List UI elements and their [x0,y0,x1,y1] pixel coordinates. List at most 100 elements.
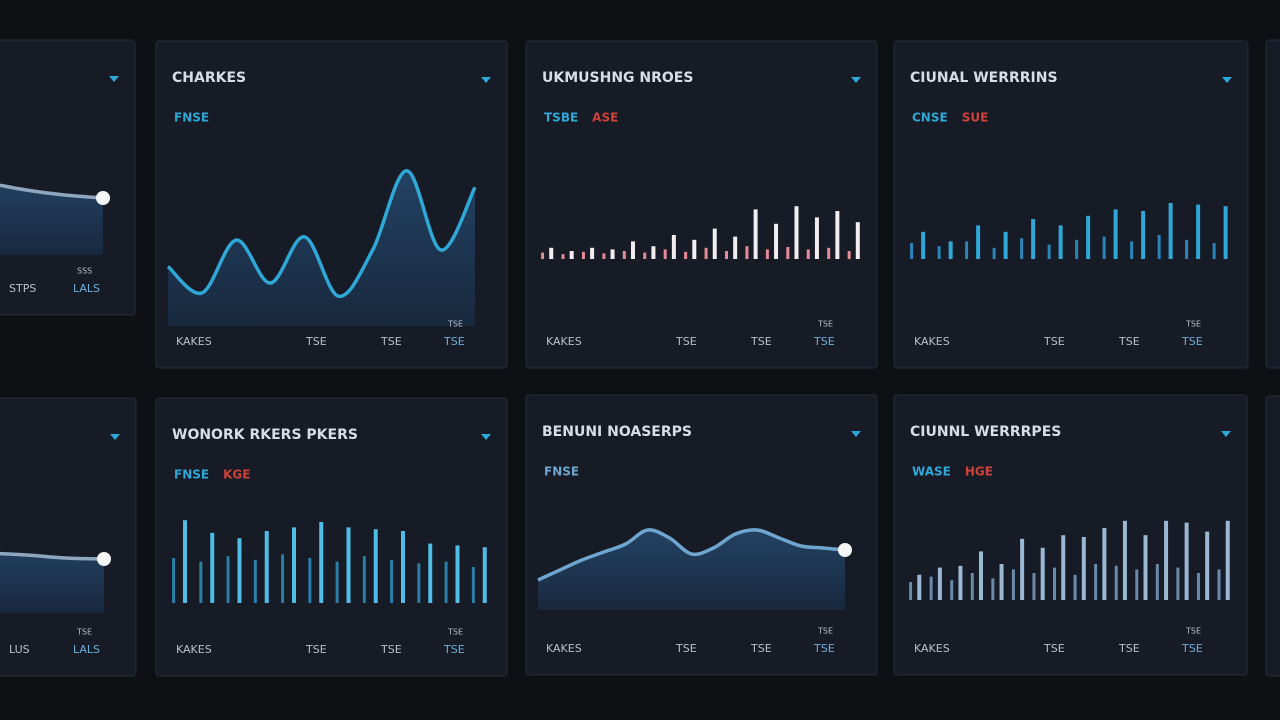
bar [958,565,963,600]
bar [774,223,779,259]
panel [893,40,1249,369]
bar [581,251,585,259]
bar [253,559,257,603]
bar [991,578,995,600]
panel-title: CHARKES [172,70,246,86]
bar [346,527,351,603]
footer-label: KAKES [914,335,950,348]
bar [765,249,769,259]
end-marker [97,552,111,566]
bar [704,247,708,259]
panel-edge [1265,39,1280,369]
line [0,183,104,200]
footer-label: TSE [1043,335,1065,348]
bar [417,563,421,603]
footer-note: TSE [817,320,833,329]
end-marker [96,191,110,205]
bar [684,251,688,259]
bar [1003,231,1008,259]
bar [786,247,790,259]
bar [630,241,635,259]
bar [1122,520,1127,600]
bar [1102,236,1106,259]
bar [794,206,799,259]
bar [1143,535,1148,600]
bar [1176,567,1180,600]
legend-entry: TSBE [544,111,578,125]
footer-label: TSE [813,335,835,348]
bar [1081,537,1086,600]
bar [1061,535,1066,600]
bar [806,249,810,259]
bar [921,231,926,259]
footer-label: TSE [380,643,402,656]
bar [937,246,941,259]
bar [855,222,860,259]
footer-label: LALS [73,282,100,295]
bar [199,561,203,603]
panel [155,397,508,677]
bar [1011,569,1015,600]
bar [1225,520,1230,600]
legend-entry: FNSE [174,111,209,125]
bar [1073,574,1077,600]
dropdown-icon [851,431,861,437]
footer-label: TSE [305,643,327,656]
footer-label: KAKES [176,643,212,656]
footer-note: TSE [447,628,463,637]
footer-note: TSE [1185,320,1201,329]
bar [1205,531,1210,600]
bar [569,251,574,259]
footer-label: TSE [1043,642,1065,655]
bar [362,556,366,603]
footer-label: TSE [750,335,772,348]
bar [541,252,545,259]
bar [1047,244,1051,259]
bar [1086,215,1091,259]
panel-content: UKMUSHNG NROES TSBE ASE KAKES TSE TSE TSE TSE [541,70,861,348]
legend-entry: SUE [962,111,989,125]
panel-title: UKMUSHNG NROES [542,70,693,86]
dropdown-icon [481,77,491,83]
bar [909,582,913,600]
bar [1184,522,1189,600]
bar [390,559,394,603]
footer-label: TSE [1118,335,1140,348]
bar [281,554,285,603]
panel-title: WONORK RKERS PKERS [172,427,358,443]
bar [1075,239,1079,259]
bar [1113,209,1118,259]
bar [319,522,324,603]
bar [965,241,969,259]
bar [917,574,922,600]
bar [444,561,448,603]
bar [602,253,606,259]
bar [373,529,378,603]
bar [950,580,954,600]
line [166,169,477,298]
footer-note: SSS [77,267,92,276]
footer-label: LUS [9,643,30,656]
panel [525,40,878,369]
bar [1040,547,1045,600]
footer-label: KAKES [546,642,582,655]
bar [929,576,933,600]
bar [745,246,749,259]
bar [651,246,656,259]
line-area [0,553,104,613]
bar [910,243,914,259]
bar [400,531,405,603]
legend-entry: ASE [592,111,618,125]
footer-label: TSE [1181,335,1203,348]
bar [308,558,312,603]
bar [992,247,996,259]
bar [814,217,819,259]
bar [835,211,840,259]
footer-label: TSE [443,335,465,348]
dropdown-icon [1222,77,1232,83]
bar [1185,239,1189,259]
bar [1196,204,1201,259]
bar [182,520,187,603]
bar [335,561,339,603]
